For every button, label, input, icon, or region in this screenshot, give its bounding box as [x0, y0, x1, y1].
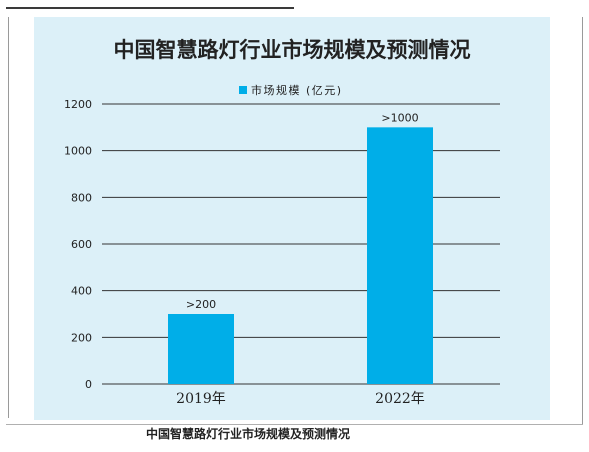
y-tick-label: 400	[71, 285, 92, 298]
y-tick-label: 600	[71, 238, 92, 251]
bar	[168, 314, 234, 384]
figure-caption: 中国智慧路灯行业市场规模及预测情况	[146, 427, 351, 441]
chart-panel	[34, 17, 550, 420]
data-label: >200	[186, 298, 216, 311]
data-labels: >200 >1000	[186, 111, 419, 311]
legend-swatch	[239, 86, 247, 94]
frame-left-border	[8, 17, 9, 418]
legend-label: 市场规模 (亿元)	[251, 83, 343, 97]
x-axis-ticks: 2019年 2022年	[176, 391, 425, 407]
y-tick-label: 800	[71, 191, 92, 204]
top-rule	[6, 7, 294, 9]
y-axis-ticks: 0 200 400 600 800 1000 1200	[64, 98, 92, 391]
bars	[168, 127, 433, 384]
frame-right-border	[582, 17, 583, 425]
bar	[367, 127, 433, 384]
y-tick-label: 1000	[64, 145, 92, 158]
frame-bottom-border	[6, 424, 583, 425]
chart-title: 中国智慧路灯行业市场规模及预测情况	[114, 38, 471, 62]
y-tick-label: 0	[85, 378, 92, 391]
data-label: >1000	[381, 111, 418, 124]
y-tick-label: 1200	[64, 98, 92, 111]
x-tick-label: 2022年	[375, 391, 425, 407]
gridlines	[102, 103, 500, 385]
y-tick-label: 200	[71, 331, 92, 344]
x-tick-label: 2019年	[176, 391, 226, 407]
